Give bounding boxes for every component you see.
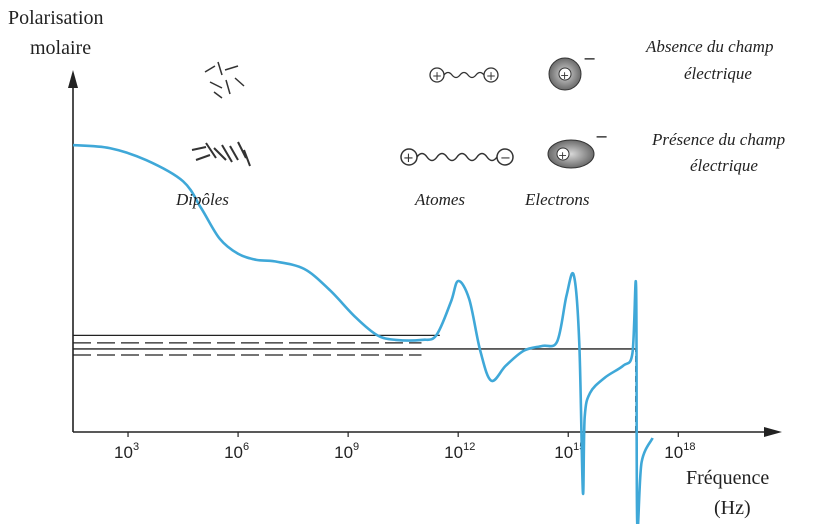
y-axis-title: Polarisation molaire bbox=[8, 7, 104, 59]
annotations: Dipôles Atomes Electrons bbox=[175, 190, 590, 209]
x-tick-label: 109 bbox=[334, 441, 359, 462]
svg-text:−: − bbox=[500, 151, 511, 166]
svg-text:+: + bbox=[486, 69, 496, 83]
dipoles-field-icon bbox=[191, 141, 251, 167]
x-tick-label: 1018 bbox=[664, 441, 695, 462]
svg-text:+: + bbox=[558, 149, 567, 162]
legend-presence-line-2: électrique bbox=[690, 156, 758, 175]
x-tick-label: 106 bbox=[224, 441, 249, 462]
x-axis-title-line-2: (Hz) bbox=[714, 497, 751, 519]
x-axis bbox=[73, 427, 782, 437]
y-axis-title-line-2: molaire bbox=[30, 37, 91, 59]
svg-text:+: + bbox=[432, 69, 442, 83]
svg-text:+: + bbox=[560, 69, 569, 82]
legend: Absence du champ électrique Présence du … bbox=[645, 37, 785, 175]
dipoles-no-field-icon bbox=[204, 61, 245, 99]
atom-no-field-icon: + + bbox=[429, 67, 499, 83]
polarisation-curve-0 bbox=[72, 143, 654, 524]
x-axis-title: Fréquence (Hz) bbox=[686, 467, 769, 519]
x-tick-label: 103 bbox=[114, 441, 139, 462]
reference-lines bbox=[73, 334, 638, 432]
svg-text:−: − bbox=[583, 49, 596, 68]
x-tick-2: 109 bbox=[334, 432, 359, 462]
annotation-electrons: Electrons bbox=[524, 190, 590, 209]
electron-no-field-icon: + − bbox=[548, 49, 596, 91]
legend-presence-line-1: Présence du champ bbox=[651, 130, 785, 149]
legend-absence-line-1: Absence du champ bbox=[645, 37, 773, 56]
y-axis-title-line-1: Polarisation bbox=[8, 7, 104, 29]
series-group bbox=[72, 143, 654, 524]
x-tick-label: 1012 bbox=[444, 441, 475, 462]
electron-field-icon: + − bbox=[547, 127, 608, 169]
x-tick-5: 1018 bbox=[664, 432, 695, 462]
x-tick-labels: 103 106 109 1012 1015 1018 bbox=[114, 432, 695, 462]
y-axis bbox=[68, 70, 78, 432]
x-tick-0: 103 bbox=[114, 432, 139, 462]
atom-field-icon: + − bbox=[400, 148, 514, 166]
annotation-dipoles: Dipôles bbox=[175, 190, 229, 209]
x-tick-3: 1012 bbox=[444, 432, 475, 462]
x-tick-1: 106 bbox=[224, 432, 249, 462]
svg-text:+: + bbox=[403, 151, 414, 166]
legend-absence-line-2: électrique bbox=[684, 64, 752, 83]
svg-text:−: − bbox=[595, 127, 608, 146]
annotation-atomes: Atomes bbox=[414, 190, 465, 209]
x-axis-title-line-1: Fréquence bbox=[686, 467, 769, 489]
